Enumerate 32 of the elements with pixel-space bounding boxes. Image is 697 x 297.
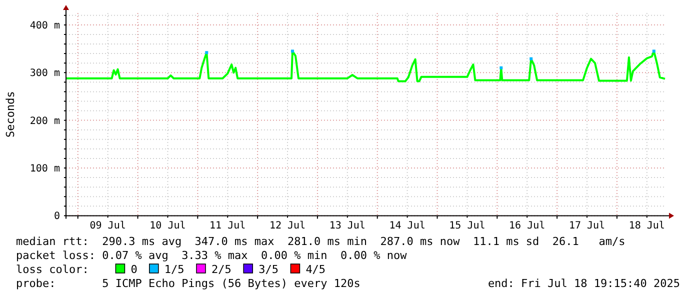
y-axis-title: Seconds — [4, 91, 17, 138]
point — [290, 50, 294, 53]
y-tick-label: 400 m — [30, 20, 60, 32]
y-tick-label: 100 m — [30, 164, 60, 175]
x-tick-label: 17 Jul — [568, 220, 606, 232]
line-series — [65, 50, 666, 82]
y-tick-label: 0 — [54, 211, 60, 222]
x-tick-label: 15 Jul — [449, 220, 486, 232]
x-tick-label: 10 Jul — [150, 220, 186, 232]
text: packet loss: 0.07 % avg 3.33 % max 0.00 % min 0.00 % now — [16, 249, 408, 262]
x-tick-label: 11 Jul — [210, 220, 246, 232]
x-tick-label: 16 Jul — [509, 220, 546, 232]
text: end: Fri Jul 18 19:15:40 2025 — [488, 277, 680, 290]
legend-label: 3/5 — [258, 263, 278, 276]
legend-label: 4/5 — [306, 263, 326, 276]
y-tick-label: 300 m — [30, 68, 60, 80]
x-tick-label: 18 Jul — [628, 220, 665, 232]
legend-label: 0 — [130, 263, 138, 276]
x-tick-label: 09 Jul — [90, 220, 126, 232]
legend-label: 2/5 — [212, 263, 232, 276]
text: probe: 5 ICMP Echo Pings (56 Bytes) every 120s — [16, 277, 360, 290]
text: median rtt: 290.3 ms avg 347.0 ms max 281.0 ms min 287.0 ms now 11.1 ms sd 26.1 am/s — [16, 235, 626, 248]
legend-label: 1/5 — [164, 263, 184, 276]
y-tick-label: 200 m — [30, 116, 60, 127]
x-tick-label: 13 Jul — [329, 220, 366, 232]
point — [530, 57, 533, 60]
point — [652, 50, 656, 53]
legend-title: loss color: — [16, 263, 89, 276]
x-tick-label: 12 Jul — [269, 220, 306, 232]
point — [205, 51, 208, 54]
x-tick-label: 14 Jul — [389, 220, 426, 232]
point — [500, 66, 503, 70]
